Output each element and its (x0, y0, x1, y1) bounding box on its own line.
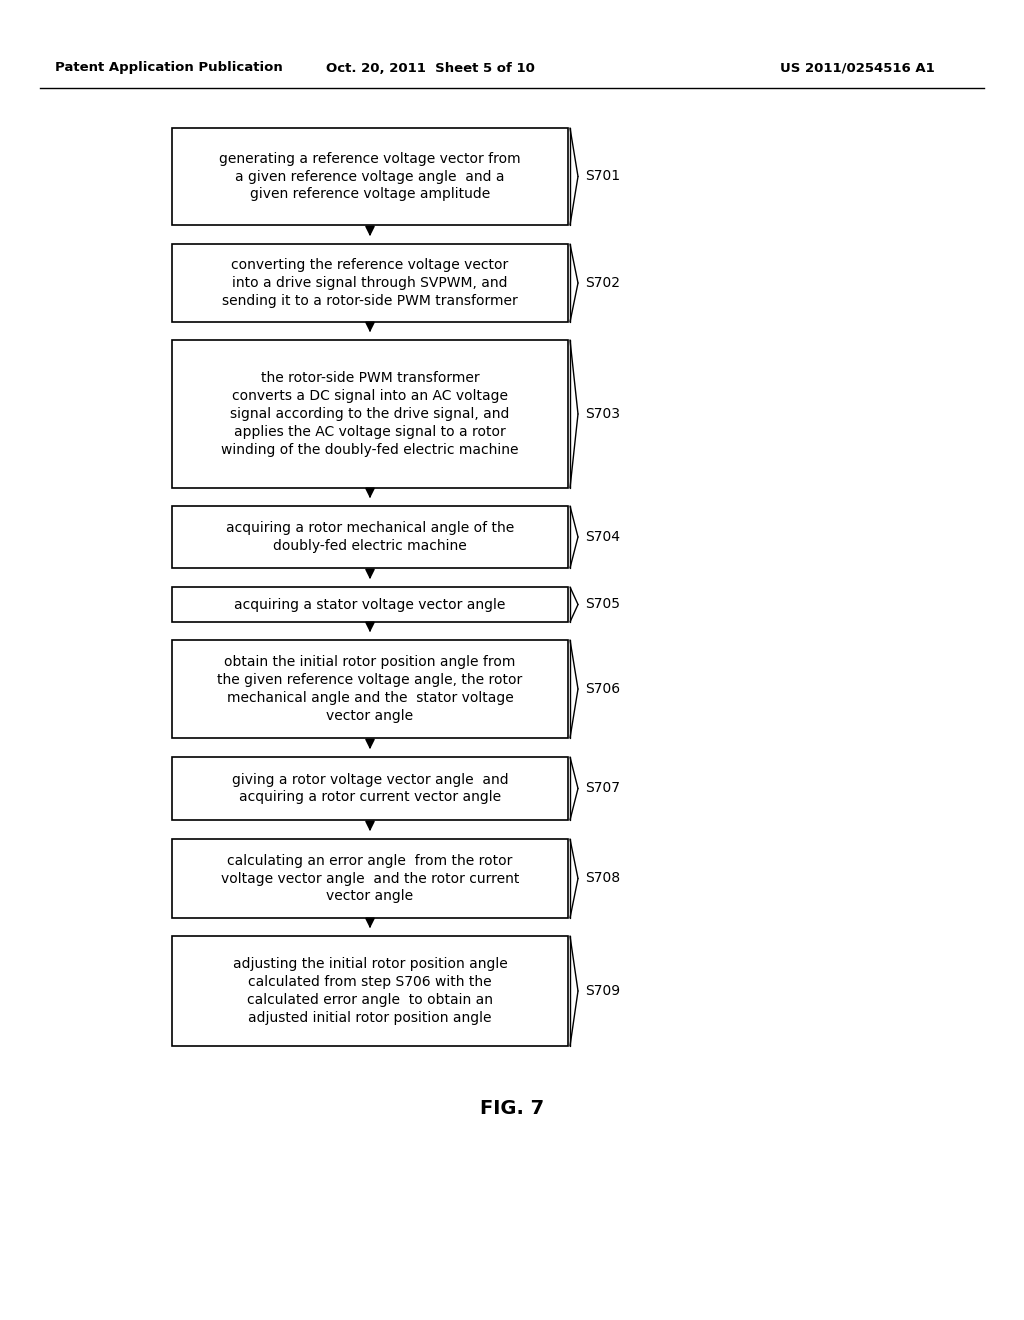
Text: S701: S701 (585, 169, 621, 183)
Text: obtain the initial rotor position angle from
the given reference voltage angle, : obtain the initial rotor position angle … (217, 655, 522, 723)
FancyBboxPatch shape (172, 244, 568, 322)
Text: converting the reference voltage vector
into a drive signal through SVPWM, and
s: converting the reference voltage vector … (222, 259, 518, 308)
FancyBboxPatch shape (172, 341, 568, 488)
Text: Patent Application Publication: Patent Application Publication (55, 62, 283, 74)
Text: S706: S706 (585, 682, 621, 696)
FancyBboxPatch shape (172, 840, 568, 917)
Text: S705: S705 (585, 598, 620, 611)
Text: Oct. 20, 2011  Sheet 5 of 10: Oct. 20, 2011 Sheet 5 of 10 (326, 62, 535, 74)
Text: giving a rotor voltage vector angle  and
acquiring a rotor current vector angle: giving a rotor voltage vector angle and … (231, 772, 508, 804)
Text: acquiring a stator voltage vector angle: acquiring a stator voltage vector angle (234, 598, 506, 611)
FancyBboxPatch shape (172, 640, 568, 738)
Text: S703: S703 (585, 407, 620, 421)
Text: US 2011/0254516 A1: US 2011/0254516 A1 (780, 62, 935, 74)
Text: the rotor-side PWM transformer
converts a DC signal into an AC voltage
signal ac: the rotor-side PWM transformer converts … (221, 371, 519, 457)
Text: acquiring a rotor mechanical angle of the
doubly-fed electric machine: acquiring a rotor mechanical angle of th… (226, 521, 514, 553)
Text: S704: S704 (585, 531, 620, 544)
Text: FIG. 7: FIG. 7 (480, 1098, 544, 1118)
FancyBboxPatch shape (172, 587, 568, 622)
FancyBboxPatch shape (172, 506, 568, 568)
Text: S708: S708 (585, 871, 621, 886)
Text: calculating an error angle  from the rotor
voltage vector angle  and the rotor c: calculating an error angle from the roto… (221, 854, 519, 903)
Text: generating a reference voltage vector from
a given reference voltage angle  and : generating a reference voltage vector fr… (219, 152, 521, 202)
Text: S709: S709 (585, 983, 621, 998)
Text: adjusting the initial rotor position angle
calculated from step S706 with the
ca: adjusting the initial rotor position ang… (232, 957, 507, 1024)
Text: S702: S702 (585, 276, 620, 290)
Text: S707: S707 (585, 781, 620, 796)
FancyBboxPatch shape (172, 936, 568, 1045)
FancyBboxPatch shape (172, 128, 568, 224)
FancyBboxPatch shape (172, 756, 568, 820)
